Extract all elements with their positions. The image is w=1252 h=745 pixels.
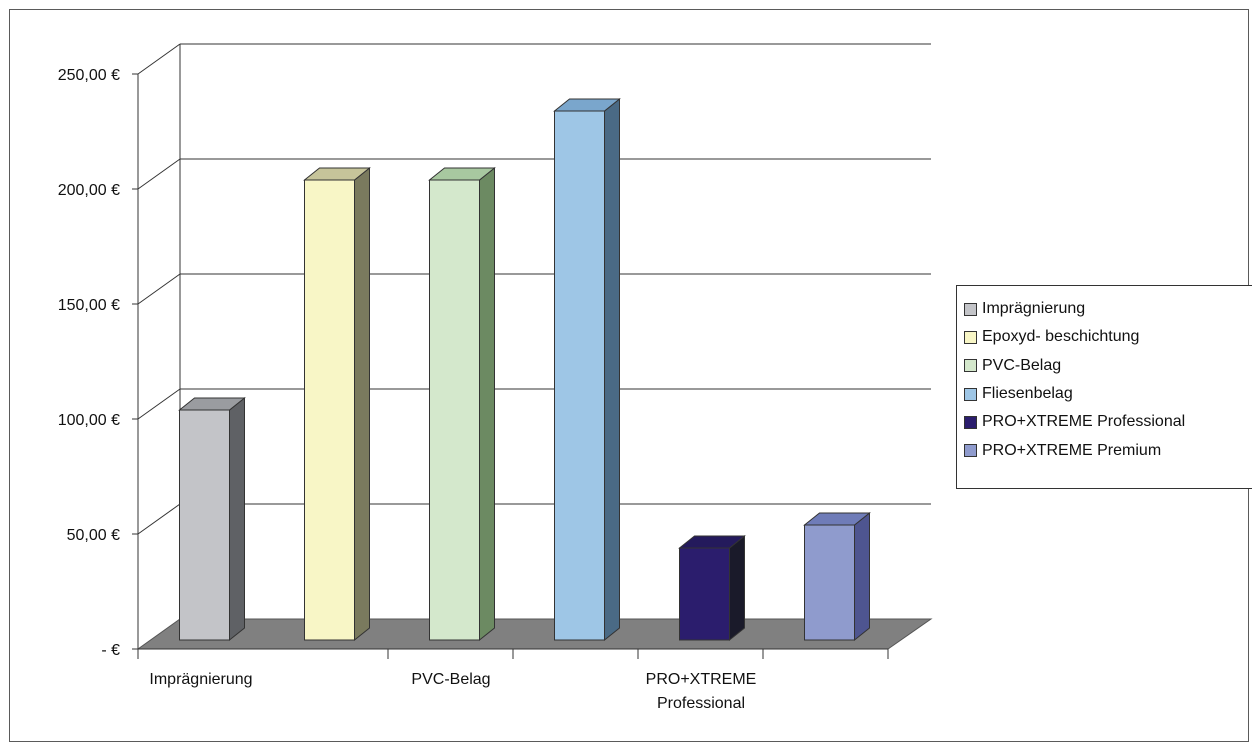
- legend-label: PRO+XTREME Premium: [982, 441, 1162, 459]
- bar-front-face: [679, 547, 730, 641]
- legend-item: PVC-Belag: [964, 352, 1252, 380]
- y-tick-label: 250,00 €: [58, 67, 120, 84]
- legend-label: PRO+XTREME Professional: [982, 413, 1186, 431]
- bar-side-face: [854, 511, 870, 642]
- gridline-depth: [137, 158, 181, 190]
- bar-side-face: [729, 534, 745, 642]
- gridline-depth: [137, 388, 181, 420]
- legend-item: PRO+XTREME Professional: [964, 408, 1252, 436]
- bar-side-face: [229, 396, 245, 642]
- legend-swatch: [964, 415, 977, 429]
- legend-swatch: [964, 302, 977, 316]
- legend-label: Epoxyd- beschichtung: [982, 328, 1140, 346]
- x-tick-label: Professional: [657, 695, 745, 712]
- legend-item: Epoxyd- beschichtung: [964, 323, 1252, 351]
- bar: [178, 396, 246, 642]
- gridline-depth: [137, 43, 181, 75]
- y-tick-label: 50,00 €: [67, 527, 120, 544]
- y-tick-label: 200,00 €: [58, 182, 120, 199]
- bar-front-face: [554, 110, 605, 641]
- y-tick-label: - €: [101, 642, 120, 659]
- gridline-depth: [137, 273, 181, 305]
- chart-frame: - € 50,00 € 100,00 € 150,00 € 200,00 € 250,00…: [9, 9, 1252, 742]
- legend-label: Imprägnierung: [982, 300, 1086, 318]
- bar-top-face: [303, 167, 371, 181]
- legend-swatch: [964, 359, 977, 373]
- bar: [803, 511, 871, 642]
- legend-swatch: [964, 330, 977, 344]
- x-tick-label: Imprägnierung: [149, 671, 252, 688]
- bar-front-face: [304, 179, 355, 641]
- bar-top-face: [678, 535, 746, 549]
- bar-front-face: [804, 524, 855, 641]
- legend: Imprägnierung Epoxyd- beschichtung PVC-Bel…: [956, 285, 1252, 489]
- chart-canvas: - € 50,00 € 100,00 € 150,00 € 200,00 € 250,00…: [58, 43, 933, 712]
- legend-label: Fliesenbelag: [982, 385, 1073, 403]
- legend-swatch: [964, 444, 977, 458]
- gridline-depth: [137, 503, 181, 535]
- bar: [303, 166, 371, 642]
- y-tick-label: 150,00 €: [58, 297, 120, 314]
- legend-item: Fliesenbelag: [964, 380, 1252, 408]
- bar-front-face: [179, 409, 230, 641]
- plot-area: - € 50,00 € 100,00 € 150,00 € 200,00 € 250,00…: [58, 43, 933, 712]
- bar: [428, 166, 496, 642]
- bar-side-face: [604, 97, 620, 642]
- legend-label: PVC-Belag: [982, 356, 1062, 374]
- bar: [678, 534, 746, 642]
- bar: [553, 97, 621, 642]
- legend-item: PRO+XTREME Premium: [964, 436, 1252, 464]
- bar-side-face: [479, 166, 495, 642]
- bar-top-face: [803, 512, 871, 526]
- bar-front-face: [429, 179, 480, 641]
- y-tick-label: 100,00 €: [58, 412, 120, 429]
- bar-top-face: [178, 397, 246, 411]
- x-tick-label: PRO+XTREME: [646, 671, 757, 688]
- bar-top-face: [428, 167, 496, 181]
- legend-swatch: [964, 387, 977, 401]
- legend-item: Imprägnierung: [964, 295, 1252, 323]
- bar-side-face: [354, 166, 370, 642]
- x-tick-label: PVC-Belag: [411, 671, 490, 688]
- bar-top-face: [553, 98, 621, 112]
